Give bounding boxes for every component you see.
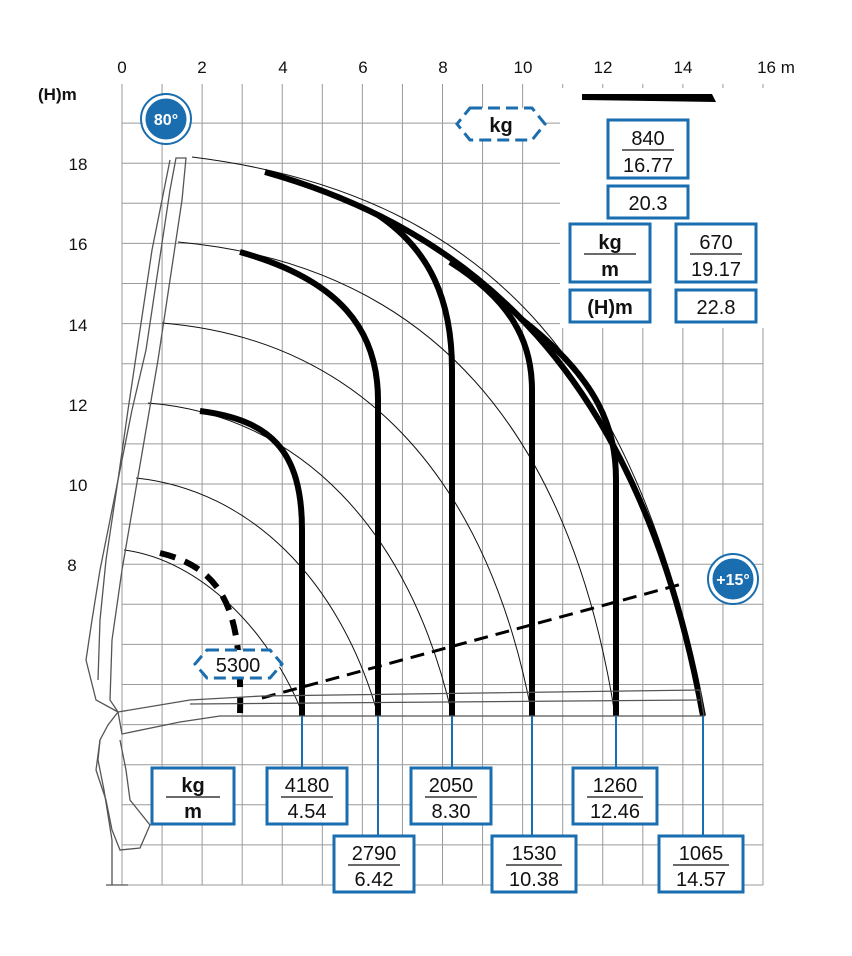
crane-illustration [85,157,705,886]
load-box: 2050 8.30 [409,766,493,826]
legend-panel: 840 16.77 20.3 kg m (H)m 670 19.17 22.8 [560,88,766,328]
svg-text:80°: 80° [154,112,178,129]
svg-text:m: m [184,801,202,823]
x-tick-label: 6 [358,58,367,77]
x-axis: 0 2 4 6 8 10 12 14 16 m [117,58,795,77]
svg-text:20.3: 20.3 [629,193,668,215]
svg-text:1065: 1065 [679,843,724,865]
boom-arc [161,322,533,716]
svg-text:12.46: 12.46 [590,801,640,823]
load-curve-2050 [376,212,455,716]
svg-text:1260: 1260 [593,775,638,797]
inner-load-curve [159,550,244,717]
inner-load-label: 5300 [193,648,284,680]
svg-text:6.42: 6.42 [355,869,394,891]
svg-text:(H)m: (H)m [587,297,633,319]
y-tick-label: 14 [69,316,88,335]
x-tick-label: 0 [117,58,126,77]
svg-text:840: 840 [631,128,664,150]
load-curve-1260 [518,315,619,716]
min-angle-line [261,582,683,700]
y-tick-label: 10 [69,476,88,495]
svg-text:10.38: 10.38 [509,869,559,891]
svg-text:22.8: 22.8 [697,297,736,319]
boom-arc [123,549,304,716]
load-box: 1260 12.46 [571,766,659,826]
y-tick-label: 16 [69,235,88,254]
tip-height-box: 20.3 [606,184,690,220]
load-box: 4180 4.54 [265,766,349,826]
load-box: 2790 6.42 [332,834,416,894]
svg-text:2050: 2050 [429,775,474,797]
load-curves [199,169,706,717]
top-unit-label: kg [455,106,547,142]
svg-text:1530: 1530 [512,843,557,865]
load-curve-4180 [199,408,305,716]
svg-text:8.30: 8.30 [432,801,471,823]
svg-text:4.54: 4.54 [288,801,327,823]
x-tick-label: 10 [514,58,533,77]
load-curve-1065 [264,169,706,717]
load-curve-2790 [239,249,381,716]
svg-text:16.77: 16.77 [623,155,673,177]
tip-load-box: 840 16.77 [606,118,690,180]
unit-legend-bottom: kg m [150,766,236,826]
x-tick-label: 4 [278,58,287,77]
load-box: 1065 14.57 [657,834,745,894]
x-tick-label: 12 [594,58,613,77]
ext-height-box: 22.8 [674,288,758,324]
y-tick-label: 12 [69,396,88,415]
svg-text:m: m [601,259,619,281]
svg-text:kg: kg [489,115,512,137]
load-curve-1530 [448,259,535,716]
boom-arc [135,477,379,716]
x-tick-label: 2 [197,58,206,77]
ext-load-box: 670 19.17 [674,222,758,284]
svg-text:2790: 2790 [352,843,397,865]
y-axis-title: (H)m [38,85,77,104]
min-angle-badge: +15° [707,553,759,605]
y-tick-label: 8 [67,556,76,575]
svg-text:+15°: +15° [716,572,750,589]
svg-text:5300: 5300 [216,655,261,677]
y-tick-label: 18 [69,155,88,174]
x-tick-label: 16 m [757,58,795,77]
max-angle-badge: 80° [140,93,192,145]
svg-text:4180: 4180 [285,775,330,797]
svg-text:14.57: 14.57 [676,869,726,891]
x-tick-label: 8 [438,58,447,77]
y-axis: (H)m 18 16 14 12 10 8 [38,85,87,575]
svg-text:kg: kg [598,232,621,254]
svg-text:670: 670 [699,232,732,254]
svg-text:kg: kg [181,775,204,797]
svg-text:19.17: 19.17 [691,259,741,281]
unit-legend-top: kg m (H)m [568,222,652,324]
jib-tip-icon [582,94,716,102]
boom-arc [177,241,616,716]
x-tick-label: 14 [674,58,693,77]
load-box: 1530 10.38 [490,834,578,894]
